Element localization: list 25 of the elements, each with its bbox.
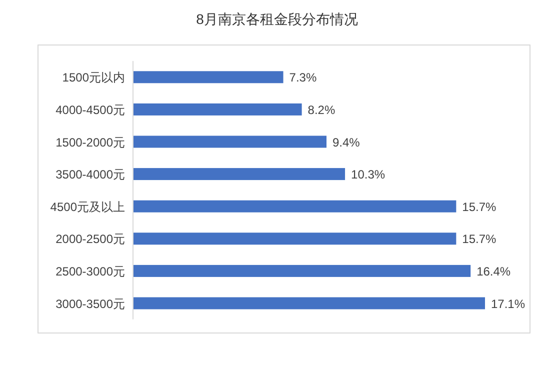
data-label: 17.1% <box>491 296 526 311</box>
y-tick-label: 2000-2500元 <box>56 232 125 246</box>
bar <box>133 103 302 116</box>
data-label: 15.7% <box>462 232 497 246</box>
y-tick-label: 3000-3500元 <box>56 296 125 311</box>
y-tick-label: 1500元以内 <box>62 70 125 85</box>
bar <box>133 168 346 180</box>
data-label: 15.7% <box>462 200 497 214</box>
data-label: 9.4% <box>332 135 360 150</box>
y-tick-label: 1500-2000元 <box>56 135 125 150</box>
data-label: 10.3% <box>351 168 386 182</box>
y-tick-label: 3500-4000元 <box>56 168 125 182</box>
bar <box>133 200 456 212</box>
bar <box>133 71 284 84</box>
data-label: 8.2% <box>308 102 336 117</box>
bar <box>133 264 471 277</box>
chart-title: 8月南京各租金段分布情况 <box>196 11 358 27</box>
y-tick-label: 4000-4500元 <box>56 102 125 117</box>
bar <box>133 232 456 245</box>
data-label: 16.4% <box>476 264 511 278</box>
y-tick-label: 2500-3000元 <box>56 264 125 278</box>
bar <box>133 297 485 310</box>
y-tick-label: 4500元及以上 <box>50 200 125 214</box>
bar <box>133 136 326 148</box>
data-label: 7.3% <box>289 70 317 85</box>
